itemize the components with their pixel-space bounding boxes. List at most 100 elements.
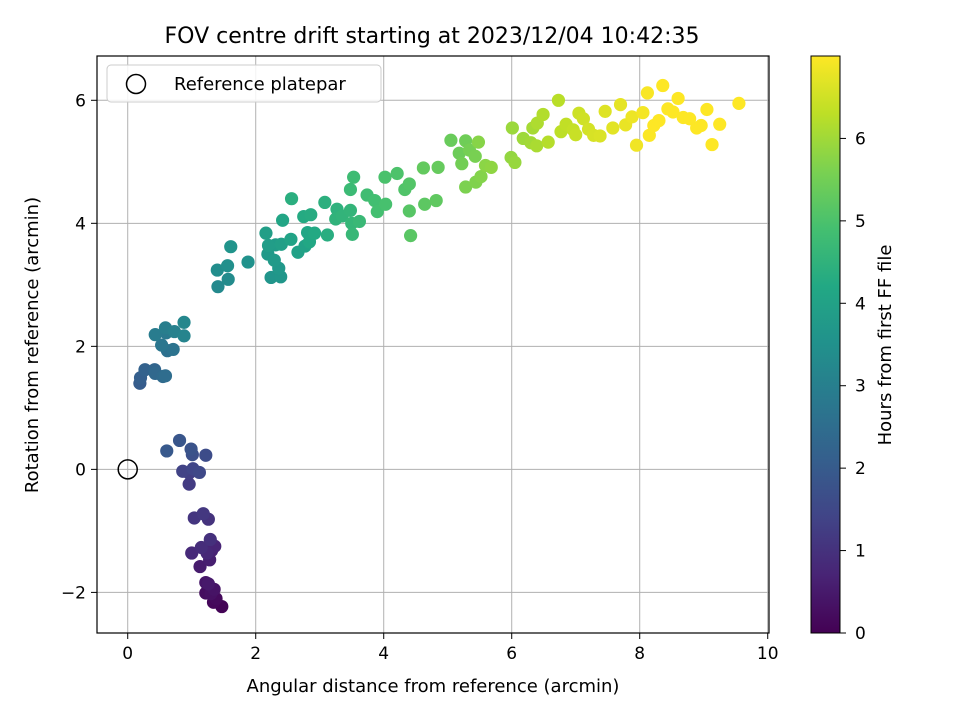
colorbar-tick-label: 3 [855, 377, 866, 397]
data-point [221, 272, 235, 286]
data-point [530, 139, 544, 153]
reference-marker [117, 459, 138, 480]
data-point [459, 180, 473, 194]
legend: Reference platepar [106, 64, 382, 103]
data-point [452, 146, 466, 160]
reference-marker-layer [117, 459, 138, 480]
data-point [541, 135, 555, 149]
data-point [177, 329, 191, 343]
colorbar [810, 55, 841, 634]
y-tick-label: 2 [75, 337, 86, 357]
chart-title: FOV centre drift starting at 2023/12/04 … [165, 24, 700, 49]
data-point [220, 259, 235, 273]
data-point [352, 214, 366, 229]
x-axis-label: Angular distance from reference (arcmin) [247, 676, 620, 697]
data-point [158, 369, 173, 383]
legend-box [106, 64, 382, 103]
data-point [224, 240, 238, 254]
data-point [551, 93, 566, 107]
data-point [264, 270, 278, 285]
data-point [402, 177, 416, 191]
data-point [345, 227, 359, 241]
x-tick-label: 4 [378, 644, 389, 664]
data-point [259, 226, 273, 240]
data-point [629, 138, 644, 152]
data-point [640, 86, 655, 100]
data-point [203, 532, 217, 547]
colorbar-tick-label: 6 [855, 129, 866, 149]
y-tick-label: −2 [61, 583, 86, 603]
y-axis-ticks: −2 0 2 4 6 [61, 91, 97, 603]
data-points [133, 78, 746, 614]
data-point [402, 204, 416, 218]
data-point [652, 113, 666, 128]
data-point [390, 166, 404, 181]
data-point [569, 128, 583, 142]
data-point [484, 160, 498, 174]
data-point [613, 97, 628, 112]
x-tick-label: 0 [122, 644, 133, 664]
data-point [671, 91, 685, 106]
data-point [429, 193, 443, 208]
data-point [193, 559, 207, 574]
data-point [267, 253, 281, 267]
data-point [177, 315, 191, 329]
data-point [606, 121, 620, 135]
colorbar-tick-label: 2 [855, 459, 866, 479]
data-point [194, 540, 208, 555]
data-point [576, 112, 591, 126]
data-point [199, 448, 213, 462]
data-point [182, 477, 196, 491]
data-point [284, 192, 299, 206]
legend-marker-icon [125, 73, 147, 95]
colorbar-tick-label: 1 [855, 542, 866, 562]
data-point [284, 232, 298, 246]
data-point [642, 128, 656, 142]
legend-label: Reference platepar [174, 74, 346, 95]
colorbar-tick-label: 5 [855, 212, 866, 232]
data-point [378, 170, 392, 184]
data-point [343, 182, 358, 197]
y-tick-label: 4 [75, 214, 86, 234]
y-tick-label: 0 [75, 460, 86, 480]
data-point [148, 328, 162, 342]
colorbar-label: Hours from first FF file [875, 245, 896, 446]
data-point [241, 255, 255, 269]
data-point [732, 96, 746, 110]
data-point [508, 155, 522, 170]
data-point [705, 137, 719, 152]
data-point [444, 133, 458, 147]
data-point [471, 135, 486, 149]
data-point [196, 507, 210, 521]
y-axis-label: Rotation from reference (arcmin) [22, 197, 43, 493]
data-point [155, 338, 169, 352]
data-point [185, 546, 199, 560]
data-point [379, 197, 393, 211]
data-point [700, 102, 714, 117]
data-point [201, 577, 215, 591]
data-point [455, 157, 469, 171]
data-point [656, 78, 670, 93]
data-point [210, 263, 224, 277]
data-point [598, 104, 612, 118]
data-point [304, 208, 318, 222]
x-tick-label: 10 [757, 644, 779, 664]
data-point [166, 342, 180, 357]
data-point [160, 444, 174, 458]
data-point [625, 110, 639, 124]
data-point [192, 465, 206, 480]
data-point [683, 112, 697, 126]
y-tick-label: 6 [75, 91, 86, 111]
data-point [431, 160, 445, 174]
x-tick-label: 8 [634, 644, 645, 664]
data-point [276, 213, 290, 227]
data-point [713, 117, 727, 131]
data-point [468, 149, 482, 163]
colorbar-ticks: 0 1 2 3 4 5 6 [840, 129, 866, 644]
data-point [343, 203, 358, 217]
data-point [172, 433, 187, 448]
data-point [636, 105, 650, 120]
data-point [211, 280, 225, 294]
data-point [404, 229, 418, 243]
